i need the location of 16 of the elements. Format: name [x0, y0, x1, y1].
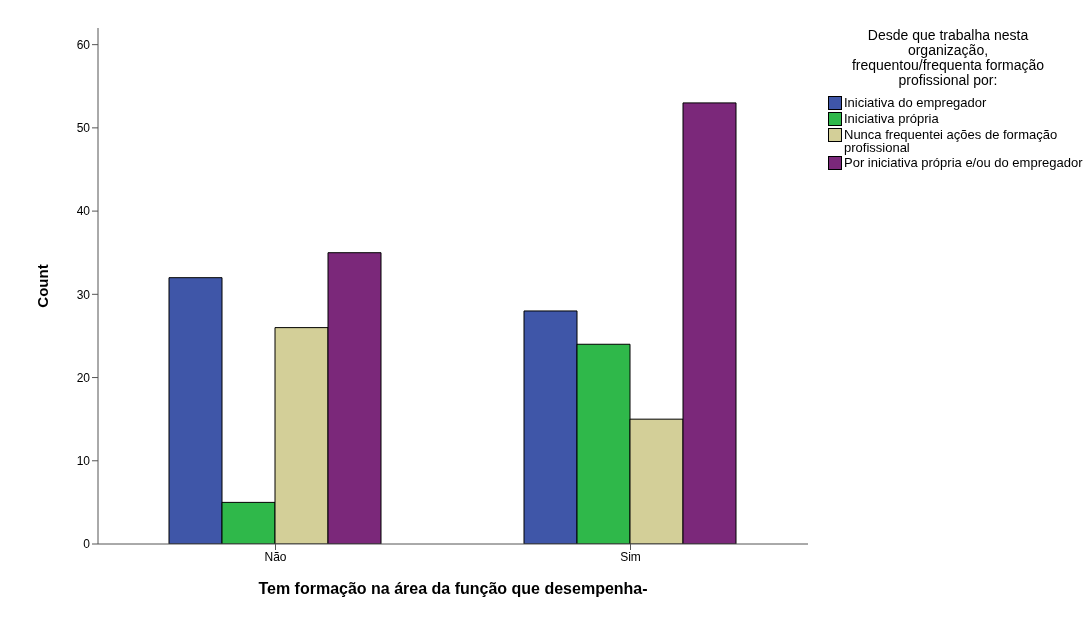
y-tick-label: 60	[76, 37, 91, 52]
y-tick-label: 10	[76, 454, 91, 469]
y-axis-title: Count	[34, 264, 52, 308]
legend-label: Iniciativa própria	[844, 111, 939, 126]
x-tick-label: Sim	[620, 549, 641, 564]
legend-label: Nunca frequentei ações de formação profissional	[844, 127, 1059, 155]
legend-title: Desde que trabalha nesta organização, frequentou/frequenta formação profissional por:	[850, 27, 1046, 88]
y-tick-label: 40	[76, 204, 91, 219]
x-axis-title: Tem formação na área da função que desempenha-	[258, 580, 648, 597]
y-tick-label: 0	[83, 537, 91, 552]
y-tick-label: 20	[76, 370, 91, 385]
legend-label: Iniciativa do empregador	[844, 95, 987, 110]
y-tick-label: 50	[76, 121, 91, 136]
legend-label: Por iniciativa própria e/ou do empregador	[844, 155, 1083, 170]
y-tick-label: 30	[76, 287, 91, 302]
x-tick-label: Não	[264, 549, 287, 564]
